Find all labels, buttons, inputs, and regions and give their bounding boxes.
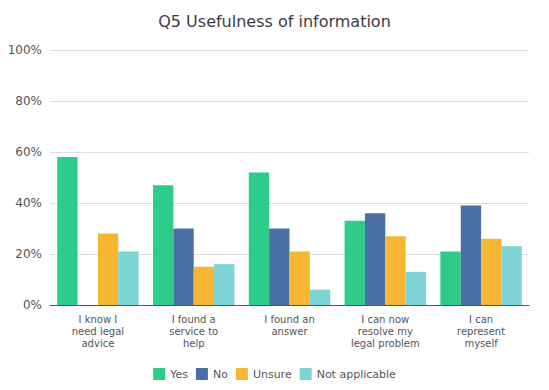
svg-text:I found a: I found a bbox=[172, 314, 216, 325]
svg-text:represent: represent bbox=[457, 326, 505, 337]
svg-text:myself: myself bbox=[464, 338, 498, 349]
svg-text:Not applicable: Not applicable bbox=[317, 368, 396, 381]
svg-text:I know I: I know I bbox=[79, 314, 118, 325]
svg-text:No: No bbox=[213, 368, 228, 381]
svg-text:resolve my: resolve my bbox=[358, 326, 413, 337]
svg-text:100%: 100% bbox=[8, 43, 42, 57]
svg-text:60%: 60% bbox=[15, 145, 42, 159]
svg-text:I found an: I found an bbox=[264, 314, 314, 325]
svg-text:help: help bbox=[183, 338, 205, 349]
svg-text:I can: I can bbox=[469, 314, 493, 325]
svg-text:Q5 Usefulness of information: Q5 Usefulness of information bbox=[158, 12, 391, 31]
svg-text:service to: service to bbox=[169, 326, 218, 337]
svg-text:40%: 40% bbox=[15, 196, 42, 210]
svg-text:advice: advice bbox=[81, 338, 114, 349]
svg-text:20%: 20% bbox=[15, 247, 42, 261]
svg-text:Unsure: Unsure bbox=[253, 368, 292, 381]
svg-text:need legal: need legal bbox=[72, 326, 124, 337]
svg-text:answer: answer bbox=[271, 326, 308, 337]
svg-text:Yes: Yes bbox=[169, 368, 188, 381]
svg-text:80%: 80% bbox=[15, 94, 42, 108]
svg-text:I can now: I can now bbox=[361, 314, 409, 325]
svg-text:0%: 0% bbox=[23, 298, 42, 312]
svg-text:legal problem: legal problem bbox=[351, 338, 420, 349]
